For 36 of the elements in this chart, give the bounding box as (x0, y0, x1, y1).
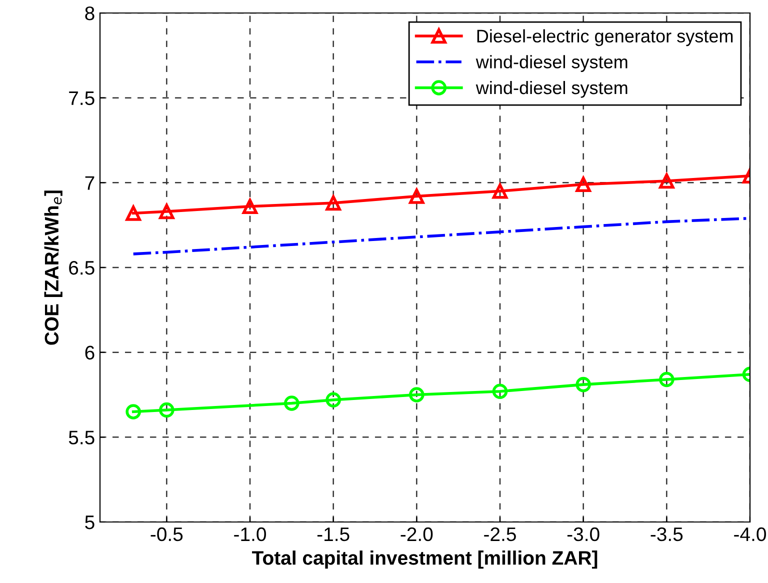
point (492, 184, 508, 199)
y-tick-label: 6 (85, 346, 94, 360)
point (126, 206, 141, 221)
x-axis-title: Total capital investment [million ZAR] (252, 550, 598, 569)
point (659, 372, 674, 388)
x-tick-label: -3.0 (567, 527, 600, 542)
y-tick-label: 5.5 (68, 430, 94, 444)
y-tick-label: 5 (85, 516, 94, 530)
y-tick-label: 7.5 (69, 92, 94, 106)
x-tick-label: -4.0 (734, 527, 766, 542)
legend-label: wind-diesel system (476, 55, 628, 72)
point (284, 396, 300, 411)
point (409, 188, 424, 204)
point (242, 198, 258, 214)
y-tick-label: 7 (85, 176, 94, 190)
point (409, 387, 424, 402)
x-tick-label: -2.0 (400, 527, 433, 542)
point (326, 195, 341, 211)
point (159, 402, 174, 418)
point (576, 176, 591, 192)
point (576, 376, 591, 392)
x-tick-label: -1.5 (317, 528, 350, 542)
y-tick-label: 8 (85, 6, 94, 20)
legend-label: Diesel-electric generator system (477, 29, 733, 46)
point (492, 384, 508, 399)
y-axis-title: COE [ZAR/kWh$_{e}$] (44, 190, 62, 345)
x-tick-label: -1.0 (234, 527, 266, 542)
x-tick-label: -3.5 (650, 527, 683, 542)
point (159, 204, 174, 220)
point (659, 173, 674, 189)
legend-label: wind-diesel system (476, 80, 628, 98)
y-tick-label: 6.5 (69, 260, 94, 275)
x-tick-label: -0.5 (150, 527, 183, 542)
x-tick-label: -2.5 (484, 527, 516, 542)
point (126, 404, 141, 420)
point (326, 392, 341, 408)
